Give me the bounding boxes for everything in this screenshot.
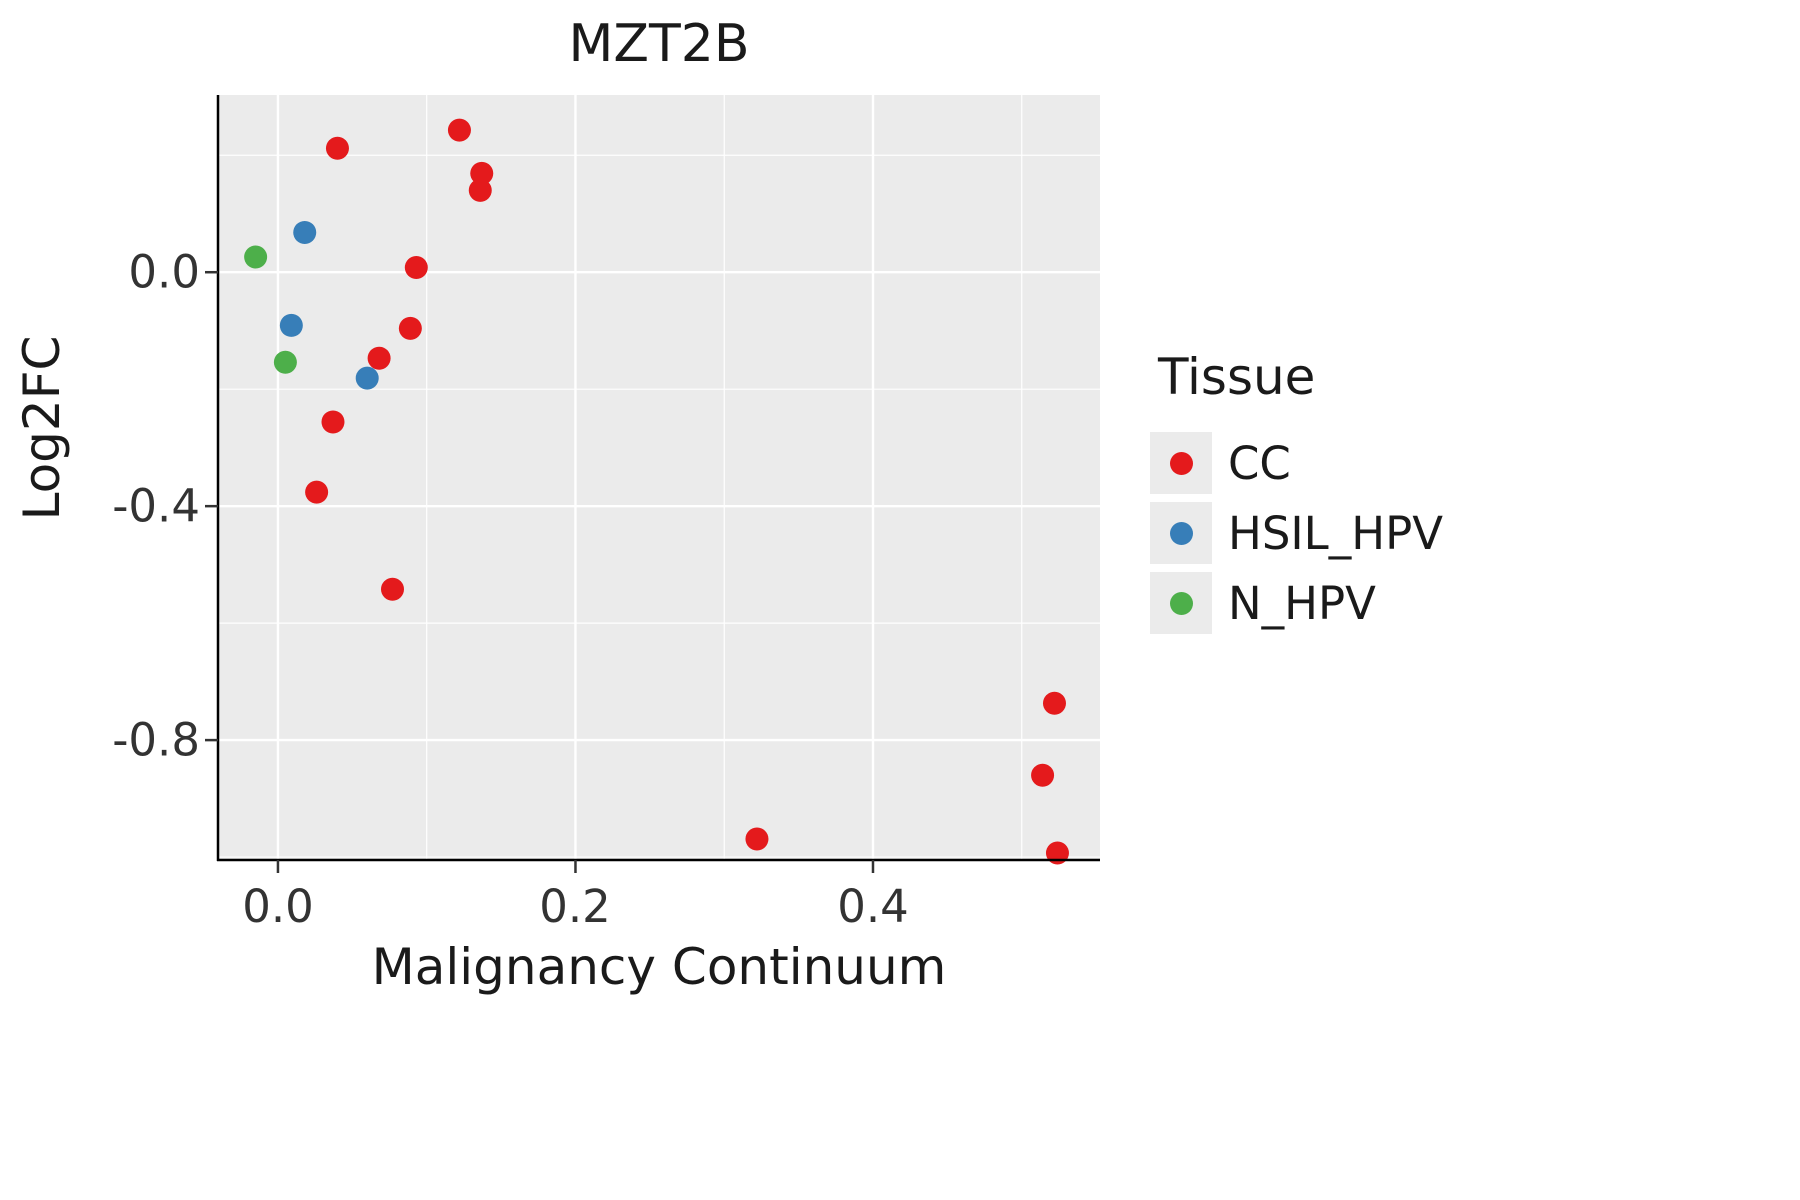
x-axis-title: Malignancy Continuum <box>371 938 947 996</box>
y-tick-label-1: -0.4 <box>112 479 200 533</box>
legend-key-cc <box>1150 432 1212 494</box>
legend-entry-cc: CC <box>1150 432 1630 494</box>
x-tick-label-2: 0.4 <box>837 880 909 933</box>
y-tick-label-2: -0.8 <box>112 713 200 767</box>
y-axis-title: Log2FC <box>13 335 71 521</box>
legend: Tissue CC HSIL_HPV N_HPV <box>1150 348 1630 642</box>
legend-dot-hsil-hpv-icon <box>1169 521 1193 545</box>
legend-entry-n-hpv: N_HPV <box>1150 572 1630 634</box>
legend-dot-n-hpv-icon <box>1169 591 1193 615</box>
x-tick-label-1: 0.2 <box>539 880 611 933</box>
legend-title: Tissue <box>1158 348 1316 406</box>
legend-key-hsil-hpv <box>1150 502 1212 564</box>
legend-label-hsil-hpv: HSIL_HPV <box>1228 506 1444 560</box>
legend-key-n-hpv <box>1150 572 1212 634</box>
x-tick-label-0: 0.0 <box>242 880 314 933</box>
legend-dot-cc-icon <box>1169 451 1193 475</box>
y-tick-label-0: 0.0 <box>128 245 200 299</box>
chart-title: MZT2B <box>568 14 750 74</box>
legend-entry-hsil-hpv: HSIL_HPV <box>1150 502 1630 564</box>
legend-label-n-hpv: N_HPV <box>1228 576 1376 630</box>
legend-label-cc: CC <box>1228 436 1291 490</box>
